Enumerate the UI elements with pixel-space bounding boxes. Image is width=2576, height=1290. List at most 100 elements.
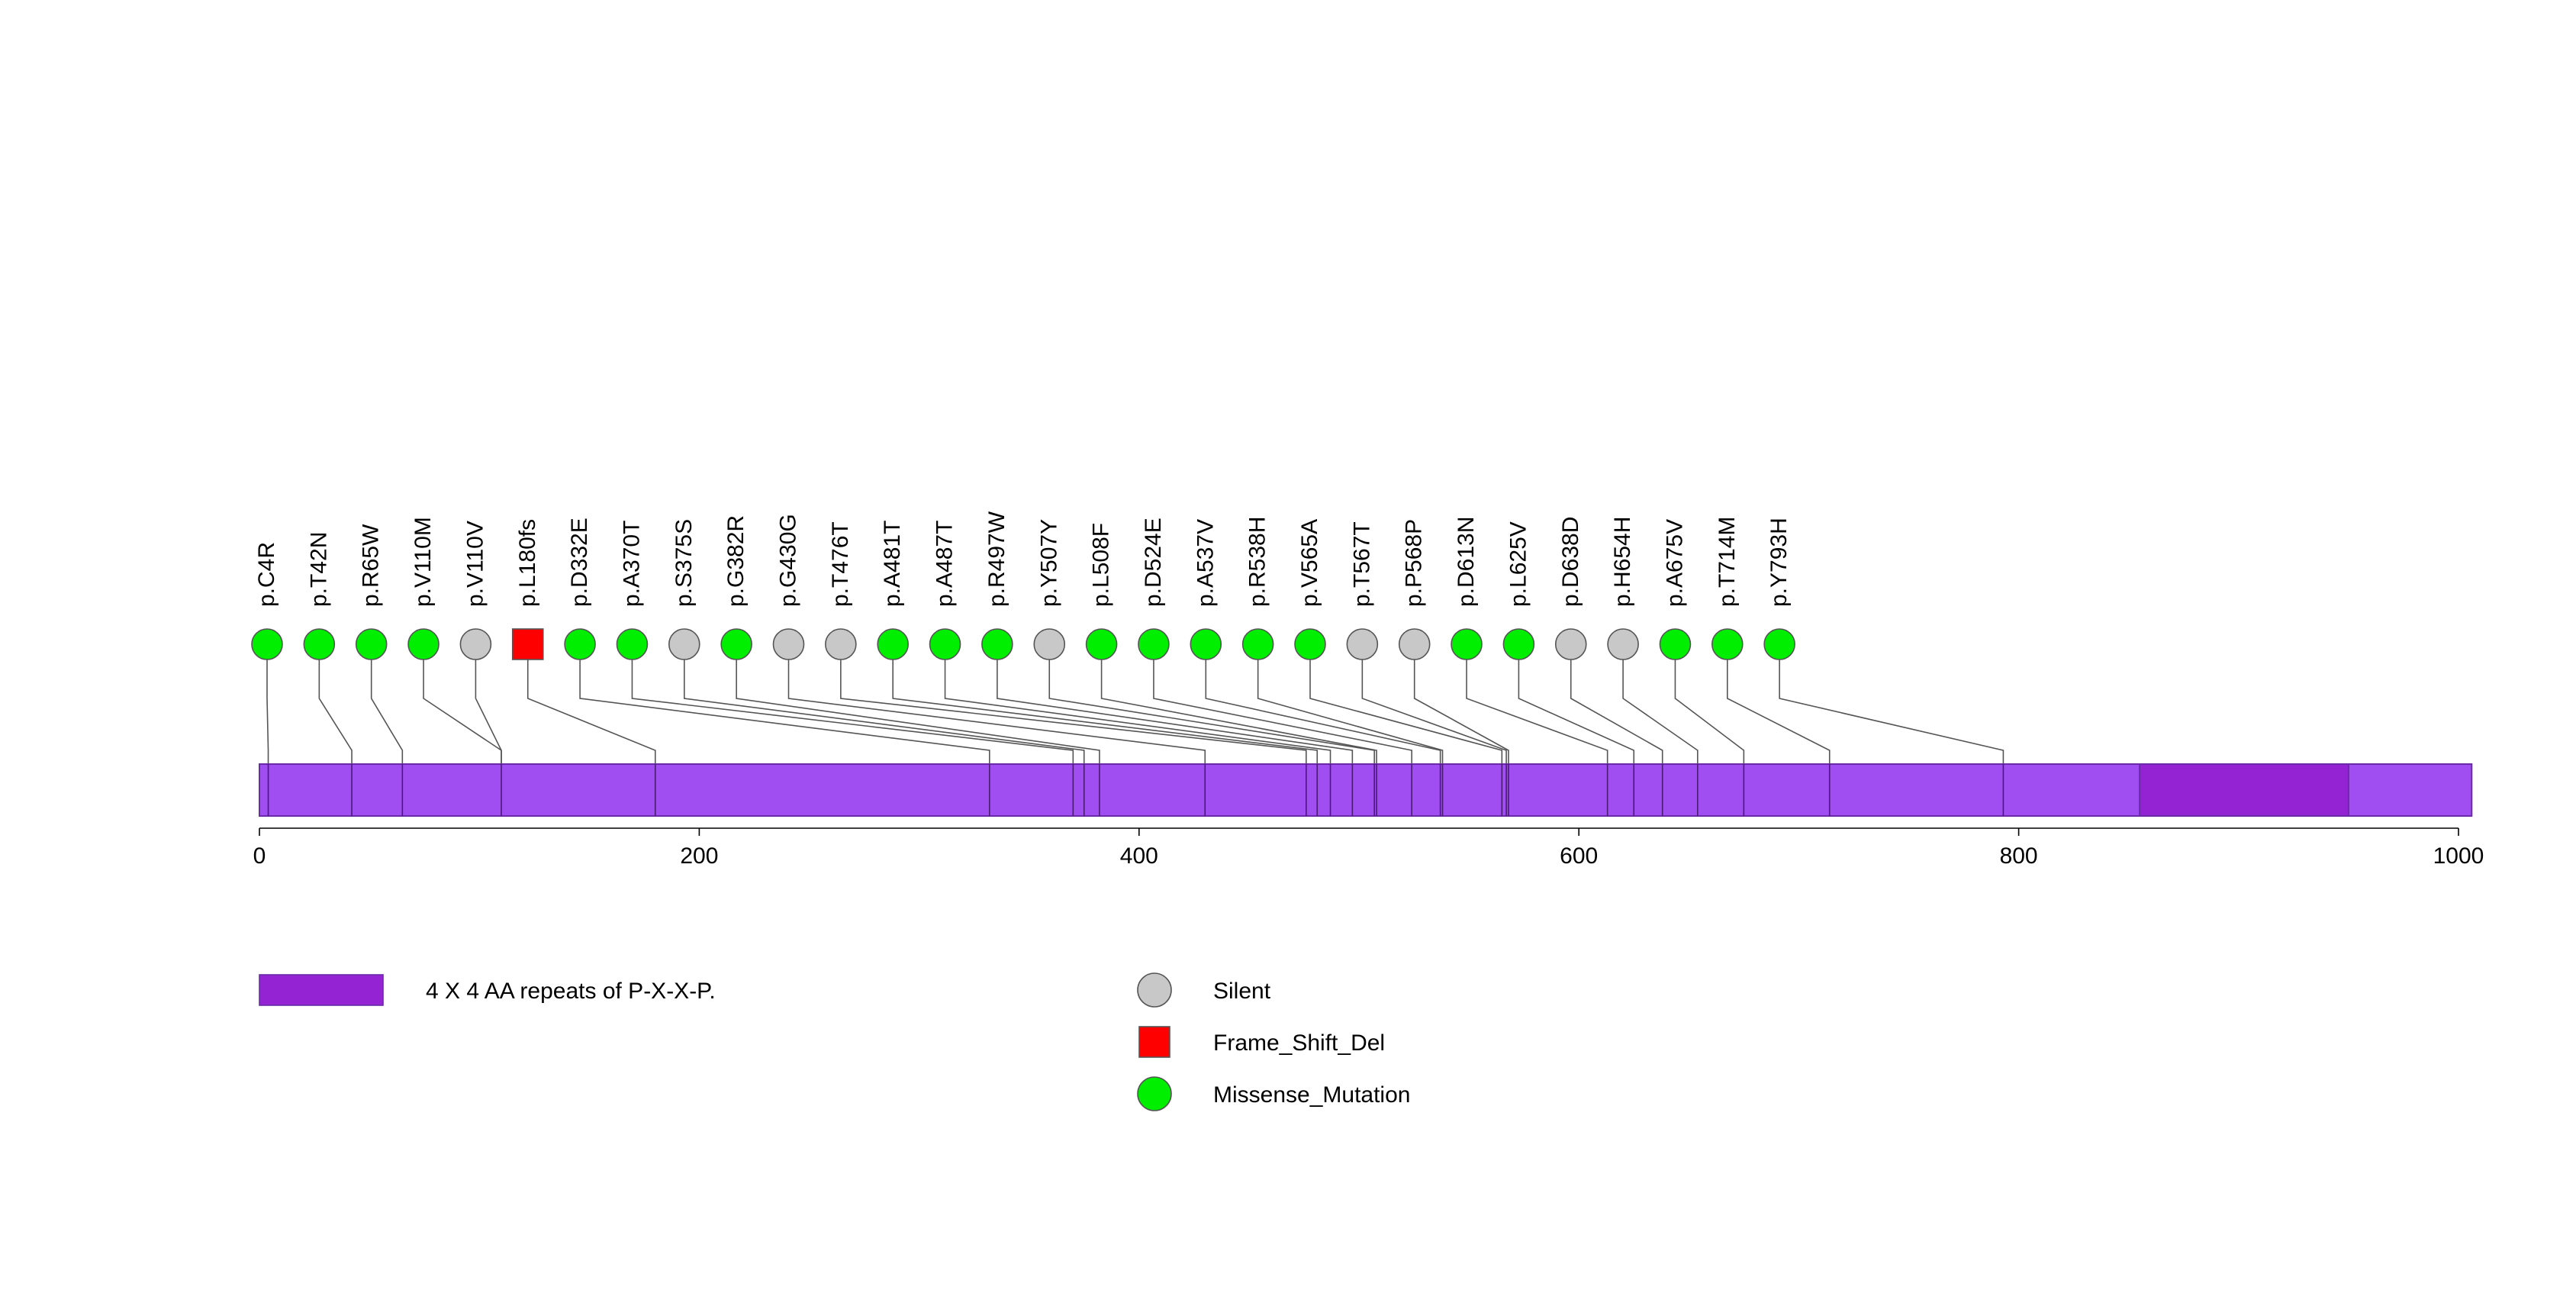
mutation-stem [1518,660,1635,764]
mutation-stem [1413,660,1509,764]
mutation-marker-circle [303,628,336,660]
mutation-marker-circle [720,628,752,660]
mutation-label: p.C4R [254,542,279,607]
mutation-label: p.T476T [828,521,853,607]
mutation-stem [423,660,502,764]
legend-swatch-frame-shift-del [1138,1026,1170,1058]
mutation-label: p.D638D [1558,517,1583,607]
protein-backbone [259,763,2473,817]
axis-tick-label: 1000 [2433,843,2484,869]
mutation-marker-circle [825,628,857,660]
legend-type-label: Frame_Shift_Del [1213,1030,1385,1056]
mutation-marker-circle [1398,628,1431,660]
mutation-stem [1727,660,1831,764]
mutation-stem [840,660,1307,764]
mutation-stem [997,660,1354,764]
mutation-stem [1674,660,1745,764]
mutation-label: p.G382R [723,515,749,607]
mutation-label: p.T42N [306,532,331,607]
mutation-stem [1048,660,1375,764]
mutation-stem [266,660,269,764]
mutation-label: p.T714M [1715,517,1740,607]
mutation-marker-circle [1190,628,1222,660]
mutation-marker-circle [1346,628,1379,660]
mutation-stem [1466,660,1608,764]
mutation-stem [1100,660,1377,764]
mutation-stem [1257,660,1444,764]
mutation-label: p.R497W [984,511,1009,607]
mutation-label: p.A370T [619,521,644,607]
position-marks [267,764,2004,816]
mutation-stem [736,660,1100,764]
legend: 4 X 4 AA repeats of P-X-X-P. Silent Frame_… [259,972,1410,1111]
mutation-marker-circle [407,628,440,660]
mutation-label: p.P568P [1402,519,1427,607]
mutation-marker-circle [251,628,283,660]
axis-tick-label: 800 [2000,843,2038,869]
mutation-marker-circle [1138,628,1170,660]
mutation-marker-circle [1451,628,1483,660]
mutation-label: p.Y507Y [1036,519,1061,607]
mutation-label: p.S375S [671,519,697,607]
mutation-label: p.L625V [1505,521,1531,607]
mutation-label: p.V110V [462,521,488,607]
mutation-label: p.H654H [1610,517,1635,607]
mutation-marker-square [511,628,544,660]
axis-tick-label: 600 [1560,843,1598,869]
mutation-marker-circle [1085,628,1118,660]
mutation-label: p.L508F [1089,523,1114,607]
mutation-stem [1153,660,1412,764]
mutation-marker-circle [1659,628,1692,660]
x-axis: 0 200 400 600 800 1000 [253,827,2484,869]
mutation-label: p.T567T [1349,521,1374,607]
legend-domain-swatch [259,974,384,1006]
mutation-marker-circle [459,628,492,660]
mutation-stem [1361,660,1507,764]
mutation-stem [318,660,353,764]
mutation-label: p.L180fs [515,519,540,607]
legend-swatch-missense-mutation [1137,1076,1172,1111]
legend-type-label: Missense_Mutation [1213,1082,1410,1108]
mutation-marker-circle [1554,628,1587,660]
mutation-marker-circle [1502,628,1535,660]
mutation-label: p.Y793H [1766,518,1792,607]
domain-region-0 [2139,763,2349,817]
mutation-marker-circle [981,628,1013,660]
legend-type-label: Silent [1213,979,1271,1004]
mutation-stems [266,660,2004,764]
mutation-marker-circle [1607,628,1639,660]
mutation-label: p.R65W [359,524,384,607]
mutation-heads [251,628,1795,660]
mutation-stem [526,660,656,764]
mutation-stem [787,660,1206,764]
legend-domain-label: 4 X 4 AA repeats of P-X-X-P. [426,979,716,1004]
mutation-marker-circle [1033,628,1066,660]
mutation-stem [1309,660,1503,764]
mutation-marker-circle [616,628,649,660]
mutation-stem [944,660,1331,764]
mutation-marker-circle [877,628,909,660]
mutation-marker-circle [772,628,805,660]
mutation-label: p.A487T [932,521,958,607]
mutation-marker-circle [355,628,388,660]
mutation-marker-circle [1241,628,1274,660]
mutation-labels: p.C4R p.T42N p.R65W p.V110M p.V110V p.L180fs p… [254,511,1792,607]
mutation-label: p.V565A [1297,519,1322,607]
mutation-label: p.R538H [1245,517,1270,607]
mutation-stem [475,660,502,764]
mutation-label: p.D524E [1141,518,1166,607]
mutation-marker-circle [668,628,700,660]
axis-tick-label: 200 [680,843,718,869]
mutation-label: p.V110M [411,517,436,607]
mutation-marker-circle [564,628,596,660]
mutation-label: p.A537V [1193,519,1218,607]
mutation-label: p.G430G [776,514,801,607]
mutation-marker-circle [1763,628,1795,660]
mutation-stem [1622,660,1699,764]
mutation-label: p.A675V [1662,519,1687,607]
mutation-stem [579,660,990,764]
mutation-stem [370,660,404,764]
mutation-stem [631,660,1074,764]
axis-tick-label: 400 [1120,843,1158,869]
